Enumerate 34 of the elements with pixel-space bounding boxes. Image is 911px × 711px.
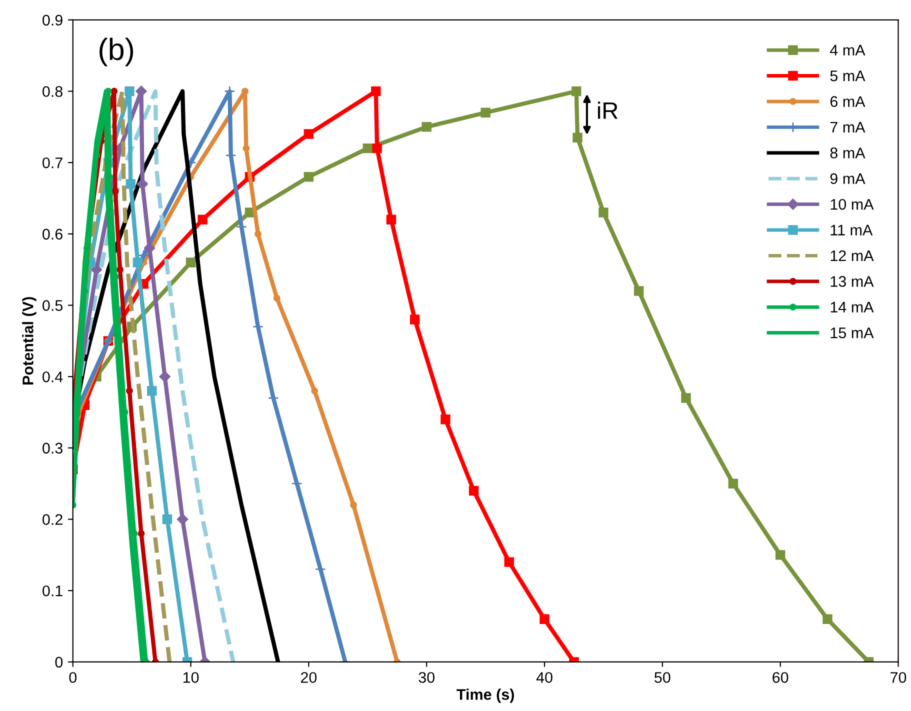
legend-label: 7 mA [830,122,866,133]
y-tick-label: 0.5 [42,300,63,311]
annotation: iR [598,102,618,119]
x-tick-label: 0 [69,672,77,683]
y-tick-label: 0.2 [42,514,62,525]
legend-label: 4 mA [830,44,866,56]
y-tick-label: 0 [55,656,63,668]
y-tick-label: 0.8 [42,86,62,97]
legend-label: 13 mA [830,276,874,287]
legend-label: 14 mA [830,302,874,312]
legend-label: 10 mA [830,198,874,210]
x-tick-label: 30 [418,672,435,683]
x-tick-label: 20 [300,672,317,683]
legend-label: 9 mA [830,173,866,184]
legend-label: 6 mA [830,96,866,107]
y-tick-label: 0.6 [42,228,62,240]
y-tick-label: 0.4 [42,371,63,382]
y-tick-label: 0.1 [42,585,62,596]
x-tick-label: 60 [772,672,788,683]
x-tick-label: 10 [183,672,199,683]
x-axis-title: Time (s) [456,688,514,703]
annotation: (b) [100,38,134,66]
y-tick-label: 0.9 [42,14,62,26]
x-tick-label: 70 [890,672,906,683]
y-tick-label: 0.7 [42,157,62,168]
legend-label: 15 mA [830,328,874,338]
y-tick-label: 0.3 [42,442,62,454]
legend-label: 11 mA [830,224,873,236]
legend-label: 8 mA [830,148,866,158]
y-axis-title: Potential (V) [22,297,36,384]
legend-label: 12 mA [830,250,874,262]
x-tick-label: 50 [654,672,670,683]
x-tick-label: 40 [536,672,552,683]
legend-label: 5 mA [830,70,866,82]
